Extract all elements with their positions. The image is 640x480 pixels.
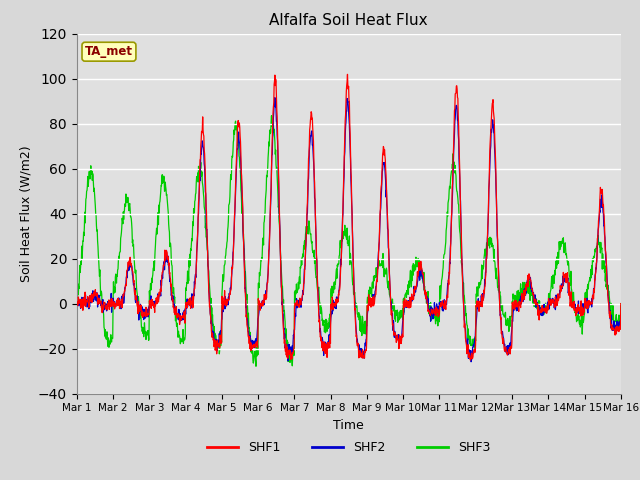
Line: SHF2: SHF2: [77, 97, 621, 362]
SHF1: [467, 357, 474, 363]
SHF3: [180, 337, 188, 343]
SHF3: [268, 113, 275, 119]
SHF1: [617, 300, 625, 306]
SHF3: [73, 291, 81, 297]
SHF3: [553, 254, 561, 260]
SHF1: [73, 301, 81, 307]
SHF2: [73, 296, 81, 301]
SHF1: [434, 310, 442, 315]
SHF1: [344, 72, 351, 77]
SHF2: [194, 229, 202, 235]
SHF2: [505, 348, 513, 354]
SHF1: [553, 296, 561, 302]
Y-axis label: Soil Heat Flux (W/m2): Soil Heat Flux (W/m2): [19, 145, 33, 282]
X-axis label: Time: Time: [333, 419, 364, 432]
SHF2: [617, 321, 625, 326]
SHF3: [617, 300, 625, 306]
SHF2: [434, 306, 442, 312]
SHF1: [255, 299, 262, 305]
SHF2: [255, 312, 262, 318]
SHF3: [434, 323, 442, 329]
SHF3: [255, 285, 263, 291]
Line: SHF3: SHF3: [77, 116, 621, 366]
Text: TA_met: TA_met: [85, 45, 133, 58]
SHF2: [180, 311, 188, 317]
Title: Alfalfa Soil Heat Flux: Alfalfa Soil Heat Flux: [269, 13, 428, 28]
SHF1: [180, 316, 188, 322]
SHF3: [252, 363, 260, 369]
SHF1: [194, 228, 202, 234]
Line: SHF1: SHF1: [77, 74, 621, 360]
SHF2: [553, 295, 561, 301]
SHF1: [505, 347, 513, 353]
SHF3: [505, 328, 513, 334]
SHF2: [271, 95, 279, 100]
SHF3: [194, 170, 202, 176]
Legend: SHF1, SHF2, SHF3: SHF1, SHF2, SHF3: [202, 436, 495, 459]
SHF2: [467, 359, 475, 365]
